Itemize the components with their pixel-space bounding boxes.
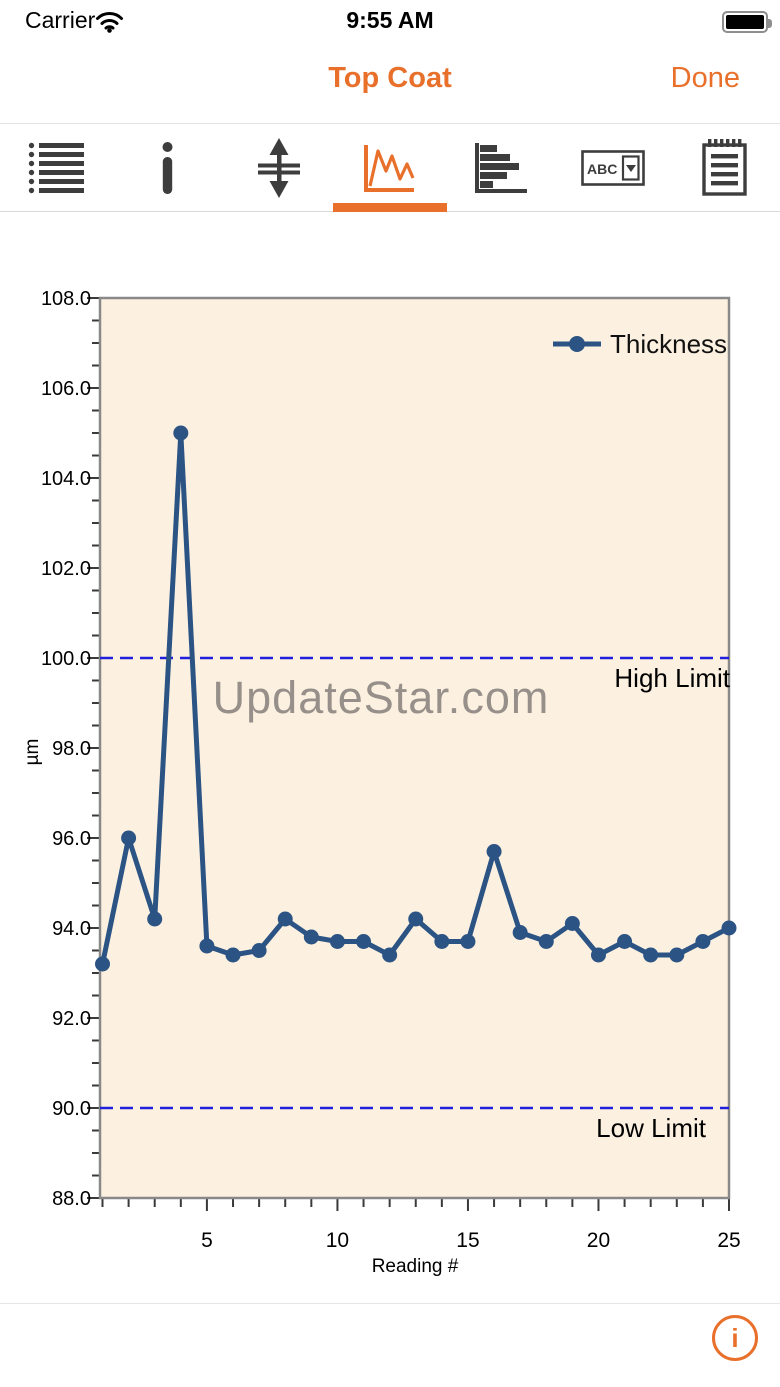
page-title: Top Coat [328, 62, 452, 94]
data-point [356, 934, 372, 949]
notes-icon [701, 139, 748, 196]
data-point [147, 911, 163, 927]
bottom-divider [0, 1303, 780, 1304]
data-point [121, 830, 137, 846]
data-point [277, 911, 293, 927]
data-point [434, 934, 450, 949]
plot-area [100, 298, 729, 1198]
data-point [408, 911, 424, 927]
limits-icon [256, 137, 302, 198]
tab-info[interactable] [111, 124, 222, 211]
y-tick-label: 90.0 [52, 1098, 91, 1120]
data-point [512, 925, 528, 940]
nav-bar: Top Coat Done [0, 44, 780, 123]
carrier-label: Carrier [25, 7, 96, 33]
histogram-icon [472, 141, 530, 195]
selected-tab-underline [333, 203, 447, 212]
tab-notes[interactable] [669, 124, 780, 211]
x-tick-label: 5 [201, 1229, 213, 1252]
data-point [538, 934, 554, 949]
abc-dropdown-icon: ABC [581, 149, 645, 186]
legend-label: Thickness [610, 329, 727, 359]
x-tick-label: 20 [587, 1229, 610, 1252]
data-point [695, 934, 711, 949]
data-point [173, 425, 189, 441]
data-point [564, 916, 580, 931]
y-tick-label: 96.0 [52, 828, 91, 850]
info-button[interactable]: i [712, 1315, 758, 1361]
x-tick-label: 10 [326, 1229, 349, 1252]
done-button[interactable]: Done [670, 62, 740, 94]
y-tick-label: 104.0 [41, 468, 91, 490]
data-point [643, 947, 659, 963]
data-point [669, 947, 685, 963]
list-icon [28, 141, 84, 194]
thickness-chart[interactable]: 88.0 90.0 92.0 94.0 96.0 98.0 100.0 102.0 104.0 1… [0, 250, 780, 1290]
tab-annotate[interactable]: ABC [557, 124, 668, 211]
data-point [486, 844, 502, 859]
battery-icon [722, 11, 772, 33]
watermark-text: UpdateStar.com [213, 672, 550, 723]
info-icon [161, 141, 174, 194]
data-point [303, 929, 319, 945]
x-tick-label: 25 [717, 1229, 740, 1252]
plot-frame [98, 296, 731, 1200]
toolbar: ABC [0, 123, 780, 212]
line-chart-svg: 88.0 90.0 92.0 94.0 96.0 98.0 100.0 102.0 104.0 1… [22, 288, 741, 1277]
y-tick-label: 88.0 [52, 1188, 91, 1210]
tab-histogram[interactable] [446, 124, 557, 211]
x-axis-label: Reading # [372, 1256, 459, 1277]
data-point [329, 934, 345, 949]
y-axis-label: µm [22, 739, 43, 766]
data-point [590, 947, 606, 963]
data-point [382, 947, 398, 963]
status-bar: Carrier 9:55 AM [0, 0, 780, 44]
x-tick-label: 15 [456, 1229, 479, 1252]
wifi-icon [95, 11, 124, 38]
y-tick-label: 100.0 [41, 648, 91, 670]
legend-marker-dot [569, 336, 585, 352]
y-tick-label: 108.0 [41, 288, 91, 310]
y-tick-label: 92.0 [52, 1008, 91, 1030]
tab-limits[interactable] [223, 124, 334, 211]
abc-label: ABC [587, 161, 617, 177]
data-point [460, 934, 476, 949]
y-tick-label: 94.0 [52, 918, 91, 940]
y-tick-label: 106.0 [41, 378, 91, 400]
line-chart-icon [362, 142, 418, 194]
y-tick-label: 98.0 [52, 738, 91, 760]
data-point [199, 938, 215, 954]
data-point [251, 943, 267, 958]
data-point [95, 956, 110, 972]
limit-label: Low Limit [596, 1113, 707, 1143]
data-point [225, 947, 241, 963]
y-tick-label: 102.0 [41, 558, 91, 580]
data-point [721, 920, 737, 936]
limit-label: High Limit [614, 663, 730, 693]
tab-line-chart[interactable] [333, 124, 447, 212]
tab-readings-list[interactable] [0, 124, 111, 211]
clock: 9:55 AM [346, 7, 434, 33]
data-point [617, 934, 633, 949]
